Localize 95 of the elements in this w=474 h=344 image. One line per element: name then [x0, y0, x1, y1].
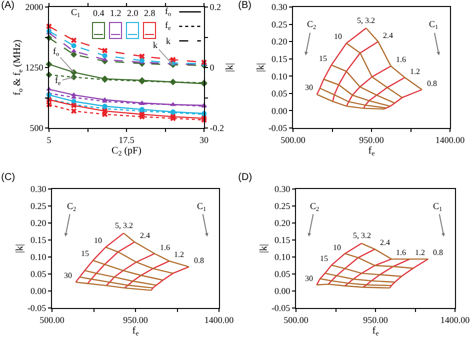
- annotation: 5, 3.2: [115, 221, 133, 230]
- annotation: 2.8: [144, 8, 156, 18]
- y-tick-label: 0.00: [30, 286, 47, 296]
- x-tick-label: 500.00: [284, 314, 309, 325]
- x-tick-label: 30: [200, 134, 209, 145]
- annotation: C$_{1}$: [433, 201, 442, 213]
- annotation: 30: [64, 271, 72, 280]
- x-tick-label: 1400.00: [435, 134, 466, 145]
- y-tick-label: 0.05: [271, 88, 288, 99]
- y-axis-title: |k|: [255, 62, 266, 72]
- y-tick-label: 0.25: [271, 19, 288, 30]
- y-tick-label: 0.00: [271, 106, 288, 116]
- y-tick-label: 0.00: [274, 286, 291, 296]
- annotation: C$_{2}$: [307, 19, 316, 31]
- y-axis-title: |k|: [258, 244, 270, 254]
- annotation: C$_{2}$: [67, 201, 76, 213]
- y2-tick-label: 0: [210, 62, 215, 73]
- annotation: 1.2: [110, 8, 122, 18]
- annotation: 2.4: [140, 231, 150, 240]
- y-axis-title: |k|: [14, 244, 26, 254]
- annotation: 15: [320, 254, 328, 263]
- y-tick-label: 0.20: [274, 218, 291, 228]
- x-tick-label: 5: [46, 134, 52, 145]
- chart-title: (D): [238, 172, 252, 183]
- annotation: C$_{1}$: [197, 201, 206, 213]
- x-tick-label: 500.00: [280, 134, 306, 145]
- y-tick-label: 0.05: [274, 269, 291, 280]
- y-tick-label: 1250: [25, 62, 44, 73]
- annotation: 0.4: [93, 8, 105, 18]
- annotation: k: [153, 40, 158, 50]
- y-tick-label: 0.30: [274, 184, 291, 194]
- x-tick-label: 1400.00: [440, 314, 470, 325]
- x-axis-title: f$_{e}$: [368, 145, 375, 158]
- annotation: f$_{e}$: [55, 75, 61, 87]
- annotation: f$_{o}$: [53, 46, 60, 58]
- y-tick-label: 0.20: [30, 218, 47, 228]
- annotation: 1.2: [415, 248, 425, 257]
- y-tick-label: 0.05: [30, 269, 47, 280]
- annotation: C$_{2}$: [310, 201, 320, 213]
- annotation: f$_{e}$: [165, 20, 171, 32]
- y-tick-label: -0.05: [271, 303, 291, 314]
- x-tick-label: 17.5: [118, 134, 135, 145]
- annotation: C$_{1}$: [429, 19, 438, 31]
- y-tick-label: 0.15: [274, 235, 291, 246]
- annotation: 15: [319, 54, 327, 63]
- x-tick-label: 950.00: [359, 134, 384, 145]
- y-tick-label: 2000: [25, 2, 44, 12]
- annotation: 2.0: [127, 8, 139, 18]
- annotation: 2.4: [380, 238, 390, 247]
- annotation: 2.4: [383, 31, 393, 40]
- annotation: 1.6: [160, 243, 170, 252]
- y-tick-label: 500: [30, 123, 44, 134]
- annotation: 0.8: [194, 256, 204, 265]
- chart-title: (C): [1, 172, 16, 183]
- annotation: f$_{o}$: [165, 6, 172, 18]
- y-tick-label: 0.10: [274, 252, 291, 262]
- annotation: 5, 3.2: [353, 231, 371, 240]
- y-tick-label: -0.05: [27, 303, 47, 314]
- y2-axis-title: |k|: [224, 62, 236, 72]
- annotation: 30: [305, 274, 313, 283]
- y2-tick-label: -0.2: [210, 123, 224, 134]
- annotation: 0.8: [433, 248, 443, 257]
- x-tick-label: 950.00: [123, 314, 148, 325]
- x-axis-title: f$_{e}$: [132, 325, 139, 338]
- x-tick-label: 1400.00: [204, 314, 234, 325]
- annotation: 10: [334, 32, 342, 41]
- annotation: 15: [81, 249, 89, 258]
- y-tick-label: 0.30: [271, 2, 288, 12]
- y2-tick-label: 0.2: [210, 2, 222, 12]
- chart-title: (B): [238, 0, 252, 11]
- annotation: C$_{1}$: [71, 7, 80, 19]
- x-axis-title: f$_{e}$: [372, 325, 379, 338]
- y-tick-label: 0.25: [30, 201, 47, 212]
- y-tick-label: 0.20: [271, 36, 288, 47]
- y-tick-label: 0.30: [30, 184, 47, 194]
- annotation: 1.2: [410, 67, 420, 76]
- annotation: 1.6: [396, 55, 406, 64]
- annotation: 1.6: [396, 248, 406, 257]
- annotation: 10: [333, 243, 341, 252]
- y-tick-label: 0.15: [30, 235, 47, 246]
- y-tick-label: 0.15: [271, 54, 288, 64]
- y-tick-label: 0.25: [274, 201, 291, 212]
- y-tick-label: -0.05: [268, 123, 288, 134]
- annotation: 30: [305, 83, 313, 92]
- chart-title: (A): [1, 0, 15, 11]
- annotation: 10: [94, 236, 102, 245]
- y-tick-label: 0.10: [271, 71, 288, 82]
- annotation: 1.2: [174, 250, 184, 259]
- annotation: 0.8: [427, 79, 437, 88]
- x-tick-label: 950.00: [363, 314, 388, 325]
- x-axis-title: C$_{2}$ (pF): [112, 145, 142, 158]
- annotation: 5, 3.2: [357, 16, 375, 25]
- x-tick-label: 500.00: [40, 314, 65, 325]
- y-tick-label: 0.10: [30, 252, 47, 262]
- annotation: k: [166, 36, 171, 46]
